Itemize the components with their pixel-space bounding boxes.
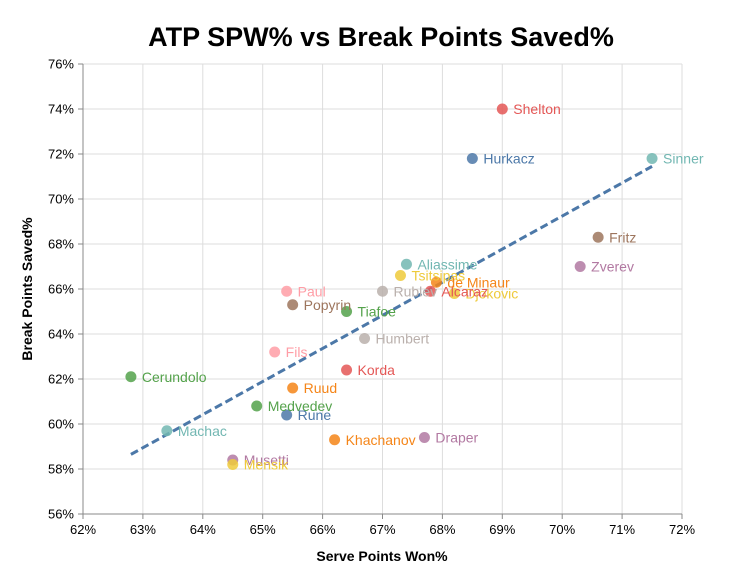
x-tick-label: 68%	[429, 522, 455, 537]
point-label: Rublev	[394, 283, 438, 299]
y-tick-label: 76%	[48, 57, 74, 72]
point-label: Khachanov	[346, 432, 416, 448]
x-tick-label: 65%	[250, 522, 276, 537]
data-point	[592, 231, 604, 243]
data-point	[424, 285, 436, 297]
data-point	[161, 425, 173, 437]
data-point	[329, 434, 341, 446]
point-label: Tiafoe	[358, 304, 397, 320]
y-tick-label: 68%	[48, 237, 74, 252]
trendline	[130, 165, 653, 456]
point-label: Musetti	[244, 452, 289, 468]
axes: 62% 63% 64% 65% 66% 67% 68% 69% 70% 71% 72% 56% 58% 6…	[48, 57, 695, 538]
y-tick-label: 58%	[48, 462, 74, 477]
data-point	[287, 299, 299, 311]
y-tick-label: 70%	[48, 192, 74, 207]
x-tick-label: 62%	[70, 522, 96, 537]
point-label: Djokovic	[465, 286, 518, 302]
y-tick-label: 74%	[48, 102, 74, 117]
data-point	[418, 432, 430, 443]
y-tick-label: 62%	[48, 372, 74, 387]
data-point	[281, 409, 293, 421]
chart-title: ATP SPW% vs Break Points Saved%	[148, 22, 614, 52]
point-label: Alcaraz	[441, 283, 488, 299]
data-point	[341, 306, 353, 317]
point-label: Shelton	[513, 101, 560, 117]
data-point	[466, 153, 478, 164]
data-point	[496, 103, 508, 115]
x-tick-label: 66%	[310, 522, 336, 537]
data-point	[448, 288, 460, 299]
y-tick-label: 66%	[48, 282, 74, 297]
point-label: Fils	[286, 344, 308, 360]
point-label: Zverev	[591, 259, 634, 275]
data-point	[359, 333, 371, 344]
point-label: de Minaur	[447, 274, 510, 290]
data-point	[251, 400, 263, 412]
data-point	[281, 285, 293, 297]
data-point	[341, 364, 353, 376]
point-label: Medvedev	[268, 398, 333, 414]
point-label: Hurkacz	[483, 151, 534, 167]
point-label: Popyrin	[304, 297, 351, 313]
data-point	[287, 382, 299, 394]
point-label: Korda	[358, 362, 396, 378]
data-point	[400, 258, 412, 270]
point-label: Cerundolo	[142, 369, 207, 385]
point-label: Machac	[178, 423, 227, 439]
point-label: Fritz	[609, 229, 636, 245]
point-label: Humbert	[376, 331, 430, 347]
x-tick-label: 63%	[130, 522, 156, 537]
point-label: Sinner	[663, 151, 704, 167]
data-point	[394, 270, 406, 281]
data-point	[574, 261, 586, 272]
data-point	[227, 459, 239, 470]
point-labels: Shelton Hurkacz Sinner Fritz Zverev Aliassime…	[142, 101, 704, 473]
points	[125, 103, 658, 470]
point-label: Ruud	[304, 380, 337, 396]
x-tick-label: 67%	[369, 522, 395, 537]
y-tick-label: 60%	[48, 417, 74, 432]
point-label: Mensik	[244, 457, 289, 473]
x-tick-label: 71%	[609, 522, 635, 537]
x-axis-title: Serve Points Won%	[316, 548, 448, 564]
x-tick-label: 64%	[190, 522, 216, 537]
y-tick-label: 72%	[48, 147, 74, 162]
point-label: Rune	[298, 407, 332, 423]
trendline-group	[130, 165, 653, 456]
y-axis-title: Break Points Saved%	[19, 217, 35, 361]
point-label: Paul	[298, 283, 326, 299]
data-point	[430, 276, 442, 288]
point-label: Tsitsipas	[411, 268, 465, 284]
data-point	[377, 285, 388, 297]
y-tick-label: 56%	[48, 507, 74, 522]
x-tick-label: 70%	[549, 522, 575, 537]
data-point	[125, 371, 137, 383]
point-label: Aliassime	[417, 256, 477, 272]
y-tick-label: 64%	[48, 327, 74, 342]
x-tick-label: 69%	[489, 522, 515, 537]
point-label: Draper	[435, 430, 478, 446]
x-tick-label: 72%	[669, 522, 695, 537]
data-point	[646, 153, 658, 164]
data-point	[269, 346, 281, 358]
